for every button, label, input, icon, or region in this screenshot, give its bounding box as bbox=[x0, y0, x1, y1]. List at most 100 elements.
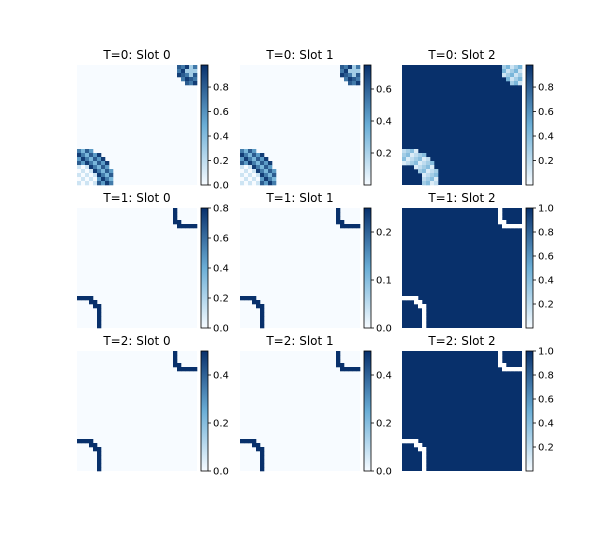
panel-title: T=1: Slot 2 bbox=[427, 191, 495, 205]
colorbar bbox=[200, 64, 209, 186]
heatmap-cell bbox=[260, 308, 265, 313]
heatmap-cell bbox=[498, 212, 503, 217]
heatmap-panel: T=0: Slot 1 0.2 0.4 0.6 bbox=[240, 48, 392, 186]
heatmap-cell bbox=[414, 296, 419, 301]
heatmap-cell bbox=[77, 169, 82, 174]
heatmap-cell bbox=[348, 73, 353, 78]
heatmap-cell bbox=[256, 177, 261, 182]
heatmap-cell bbox=[105, 181, 110, 186]
heatmap-cell bbox=[418, 161, 423, 166]
heatmap-cell bbox=[77, 177, 82, 182]
heatmap-cell bbox=[422, 324, 427, 329]
heatmap-cell bbox=[260, 304, 265, 309]
heatmap-cell bbox=[177, 224, 182, 229]
heatmap-cell bbox=[248, 161, 253, 166]
heatmap-cell bbox=[89, 161, 94, 166]
heatmap-cell bbox=[173, 216, 178, 221]
heatmap-cell bbox=[422, 451, 427, 456]
heatmap-cell bbox=[518, 73, 523, 78]
heatmap-cell bbox=[89, 300, 94, 305]
heatmap-cell bbox=[93, 153, 98, 158]
heatmap-cell bbox=[340, 224, 345, 229]
heatmap-cell bbox=[498, 355, 503, 360]
heatmap-cell bbox=[89, 296, 94, 301]
heatmap-cell bbox=[356, 367, 361, 372]
heatmap-cell bbox=[256, 300, 261, 305]
heatmap-cell bbox=[418, 169, 423, 174]
heatmap-cell bbox=[264, 161, 269, 166]
heatmap-cell bbox=[422, 467, 427, 472]
heatmap-cell bbox=[93, 304, 98, 309]
heatmap-cell bbox=[418, 447, 423, 452]
heatmap-cell bbox=[434, 169, 439, 174]
heatmap-cell bbox=[418, 443, 423, 448]
heatmap-cell bbox=[422, 181, 427, 186]
heatmap-cell bbox=[340, 220, 345, 225]
colorbar-tick-label: 0.4 bbox=[538, 276, 554, 287]
heatmap-cell bbox=[336, 355, 341, 360]
heatmap-cell bbox=[173, 212, 178, 217]
heatmap-cell bbox=[97, 467, 102, 472]
panel-title: T=2: Slot 0 bbox=[102, 334, 170, 348]
heatmap-cell bbox=[514, 81, 519, 86]
heatmap-cell bbox=[410, 153, 415, 158]
heatmap-cell bbox=[252, 300, 257, 305]
panel-title: T=1: Slot 0 bbox=[102, 191, 170, 205]
heatmap-cell bbox=[189, 69, 194, 74]
heatmap-cell bbox=[93, 443, 98, 448]
heatmap-cell bbox=[356, 65, 361, 70]
heatmap-cell bbox=[352, 224, 357, 229]
heatmap-cell bbox=[101, 181, 106, 186]
heatmap-cell bbox=[181, 69, 186, 74]
heatmap-panel: T=2: Slot 0 0.0 0.2 0.4 bbox=[77, 334, 229, 478]
heatmap-cell bbox=[410, 161, 415, 166]
heatmap-cell bbox=[414, 443, 419, 448]
heatmap-cell bbox=[402, 157, 407, 162]
heatmap-cell bbox=[418, 165, 423, 170]
heatmap-cell bbox=[93, 300, 98, 305]
heatmap-cell bbox=[518, 81, 523, 86]
heatmap-cell bbox=[93, 447, 98, 452]
heatmap-cell bbox=[97, 161, 102, 166]
heatmap-cell bbox=[352, 65, 357, 70]
heatmap-cell bbox=[193, 77, 198, 82]
panel-title: T=2: Slot 2 bbox=[427, 334, 495, 348]
heatmap-cell bbox=[177, 65, 182, 70]
heatmap-cell bbox=[101, 173, 106, 178]
heatmap-cell bbox=[193, 69, 198, 74]
colorbar bbox=[525, 207, 534, 329]
heatmap-cell bbox=[173, 351, 178, 356]
heatmap-cell bbox=[93, 181, 98, 186]
heatmap-cell bbox=[256, 304, 261, 309]
heatmap-cell bbox=[414, 157, 419, 162]
heatmap-cell bbox=[81, 169, 86, 174]
heatmap-cell bbox=[244, 161, 249, 166]
heatmap-cell bbox=[181, 65, 186, 70]
heatmap-cell bbox=[244, 157, 249, 162]
heatmap-cell bbox=[336, 220, 341, 225]
heatmap-cell bbox=[422, 459, 427, 464]
colorbar-tick-label: 0.2 bbox=[376, 419, 392, 430]
heatmap-cell bbox=[260, 181, 265, 186]
heatmap-cell bbox=[348, 77, 353, 82]
heatmap-cell bbox=[414, 153, 419, 158]
heatmap-cell bbox=[352, 81, 357, 86]
heatmap-cell bbox=[422, 165, 427, 170]
heatmap-cell bbox=[105, 173, 110, 178]
heatmap-cell bbox=[240, 439, 245, 444]
heatmap-cell bbox=[422, 320, 427, 325]
heatmap-cell bbox=[414, 149, 419, 154]
heatmap-cell bbox=[336, 212, 341, 217]
heatmap-cell bbox=[77, 157, 82, 162]
heatmap-cell bbox=[272, 181, 277, 186]
colorbar-tick-label: 0.6 bbox=[538, 395, 554, 406]
colorbar-tick-label: 0.0 bbox=[213, 467, 229, 478]
heatmap-cell bbox=[193, 73, 198, 78]
heatmap-cell bbox=[430, 177, 435, 182]
heatmap-cell bbox=[89, 149, 94, 154]
heatmap-cell bbox=[510, 69, 515, 74]
heatmap-cell bbox=[252, 165, 257, 170]
heatmap-cell bbox=[185, 367, 190, 372]
heatmap-cell bbox=[173, 359, 178, 364]
